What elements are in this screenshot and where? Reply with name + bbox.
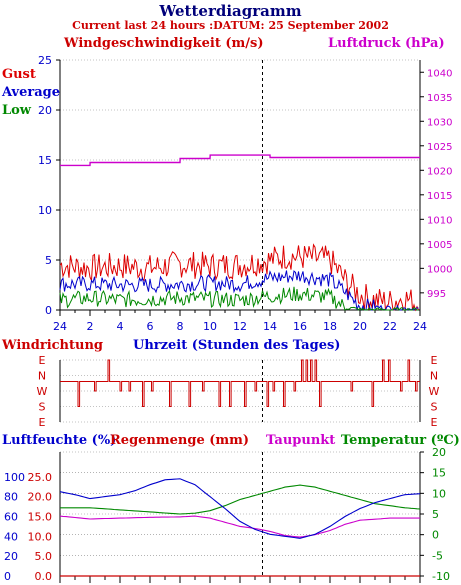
dewpoint-series (59, 515, 420, 538)
hour-tick-label: 2 (87, 320, 94, 333)
rain-axis-label: Regenmenge (mm) (110, 433, 250, 448)
direction-tick-left: E (39, 416, 46, 429)
pressure-tick-label: 1035 (427, 93, 452, 104)
pressure-tick-label: 1005 (427, 240, 452, 251)
humidity-tick-label: 80 (4, 491, 18, 504)
humidity-tick-label: 100 (4, 471, 25, 484)
legend-low: Low (2, 103, 32, 118)
direction-tick-right: S (431, 401, 438, 414)
wind-series-low (59, 286, 419, 311)
page-title: Wetterdiagramm (159, 2, 302, 20)
temperature-tick-label: 20 (432, 446, 446, 459)
page-subtitle: Current last 24 hours :DATUM: 25 Septemb… (72, 19, 389, 32)
direction-tick-left: N (38, 370, 46, 383)
rain-tick-label: 20.0 (28, 491, 53, 504)
direction-tick-right: W (429, 385, 440, 398)
dewpoint-axis-label: Taupunkt (266, 433, 336, 448)
hour-tick-label: 24 (53, 320, 67, 333)
temperature-series (60, 484, 421, 515)
hour-tick-label: 10 (203, 320, 217, 333)
wind-speed-axis-label: Windgeschwindigkeit (m/s) (64, 36, 264, 51)
wind-speed-tick-label: 5 (45, 254, 52, 267)
legend-gust: Gust (2, 67, 36, 82)
direction-tick-left: S (39, 401, 46, 414)
rain-tick-label: 5.0 (35, 550, 53, 563)
humidity-tick-label: 0 (4, 570, 11, 583)
humidity-axis-label: Luftfeuchte (%) (2, 433, 117, 448)
temperature-tick-label: 10 (432, 487, 446, 500)
wind-speed-tick-label: 10 (38, 204, 52, 217)
humidity-temperature-panel: -10 -5 0 5 10 15 20 0 20 40 60 80 100 0.0 5.0 10.0 15.0 2… (4, 446, 450, 583)
hour-tick-label: 4 (117, 320, 124, 333)
hour-tick-label: 22 (383, 320, 397, 333)
direction-tick-left: W (37, 385, 48, 398)
hour-tick-label: 12 (233, 320, 247, 333)
humidity-tick-label: 20 (4, 550, 18, 563)
wind-pressure-panel: 0510152025995100010051010101510201025103… (38, 54, 452, 333)
pressure-tick-label: 1040 (427, 68, 452, 79)
direction-tick-right: N (430, 370, 438, 383)
humidity-tick-label: 40 (4, 530, 18, 543)
hour-tick-label: 20 (353, 320, 367, 333)
temperature-tick-label: -5 (432, 549, 443, 562)
wind-speed-tick-label: 20 (38, 104, 52, 117)
pressure-tick-label: 1020 (427, 166, 452, 177)
temperature-tick-label: 0 (432, 529, 439, 542)
pressure-tick-label: 1030 (427, 117, 452, 128)
wind-direction-label: Windrichtung (2, 338, 104, 353)
legend-average: Average (2, 85, 61, 100)
temperature-tick-label: 15 (432, 467, 446, 480)
pressure-tick-label: 995 (427, 289, 446, 300)
wind-speed-tick-label: 0 (45, 304, 52, 317)
hour-tick-label: 16 (293, 320, 307, 333)
hour-tick-label: 6 (147, 320, 154, 333)
time-axis-label: Uhrzeit (Stunden des Tages) (133, 338, 341, 353)
direction-tick-right: E (431, 354, 438, 367)
rain-tick-label: 10.0 (28, 530, 53, 543)
hour-tick-label: 24 (413, 320, 427, 333)
pressure-tick-label: 1010 (427, 215, 452, 226)
pressure-tick-label: 1015 (427, 191, 452, 202)
wind-series-gust (59, 243, 419, 312)
wind-speed-tick-label: 15 (38, 154, 52, 167)
temperature-axis-label: Temperatur (ºC) (341, 433, 460, 448)
hour-tick-label: 18 (323, 320, 337, 333)
temperature-tick-label: 5 (432, 508, 439, 521)
wind-direction-series (60, 359, 420, 407)
humidity-tick-label: 60 (4, 510, 18, 523)
pressure-tick-label: 1025 (427, 142, 452, 153)
rain-tick-label: 25.0 (28, 471, 53, 484)
wind-series-average (59, 270, 419, 312)
hour-tick-label: 14 (263, 320, 277, 333)
hour-tick-label: 8 (177, 320, 184, 333)
pressure-tick-label: 1000 (427, 264, 452, 275)
direction-tick-right: E (431, 416, 438, 429)
wind-direction-panel: E EN NW WS SE E (37, 354, 440, 429)
pressure-axis-label: Luftdruck (hPa) (328, 36, 445, 51)
direction-tick-left: E (39, 354, 46, 367)
rain-tick-label: 15.0 (28, 510, 53, 523)
wind-speed-tick-label: 25 (38, 54, 52, 67)
rain-tick-label: 0.0 (35, 570, 53, 583)
humidity-series (59, 478, 421, 539)
temperature-tick-label: -10 (432, 570, 450, 583)
pressure-series (60, 154, 420, 167)
